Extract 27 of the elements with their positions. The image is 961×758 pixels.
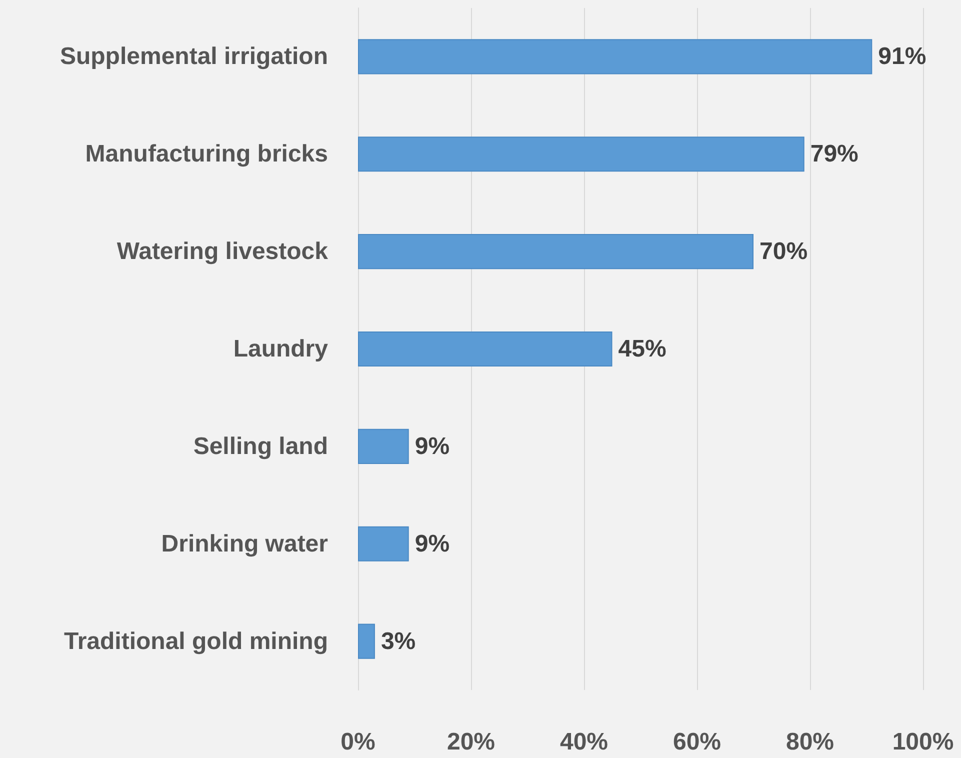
- bar: [358, 234, 754, 270]
- x-tick-label: 60%: [672, 728, 722, 756]
- bar: [358, 624, 375, 659]
- data-label: 79%: [810, 140, 858, 168]
- bar: [358, 136, 804, 172]
- data-label: 9%: [414, 530, 450, 558]
- y-tick-label: Selling land: [193, 432, 328, 460]
- x-tick-label: 80%: [786, 728, 834, 756]
- data-label: 9%: [414, 432, 450, 460]
- y-tick-label: Supplemental irrigation: [60, 43, 328, 70]
- x-tick-label: 40%: [560, 728, 608, 756]
- bar: [358, 331, 612, 367]
- y-tick-label: Watering livestock: [116, 238, 329, 266]
- data-label: 45%: [618, 336, 666, 362]
- y-tick-label: Drinking water: [161, 530, 328, 558]
- bar: [358, 428, 409, 464]
- y-tick-label: Laundry: [233, 336, 329, 362]
- x-tick-label: 100%: [892, 728, 954, 756]
- y-tick-label: Traditional gold mining: [64, 628, 328, 655]
- data-label: 91%: [878, 43, 926, 70]
- x-tick-label: 0%: [340, 728, 376, 756]
- bar: [358, 526, 409, 562]
- data-label: 70%: [760, 238, 808, 266]
- bar: [358, 39, 872, 74]
- y-tick-label: Manufacturing bricks: [85, 140, 328, 168]
- x-tick-label: 20%: [446, 728, 496, 756]
- data-label: 3%: [380, 628, 416, 655]
